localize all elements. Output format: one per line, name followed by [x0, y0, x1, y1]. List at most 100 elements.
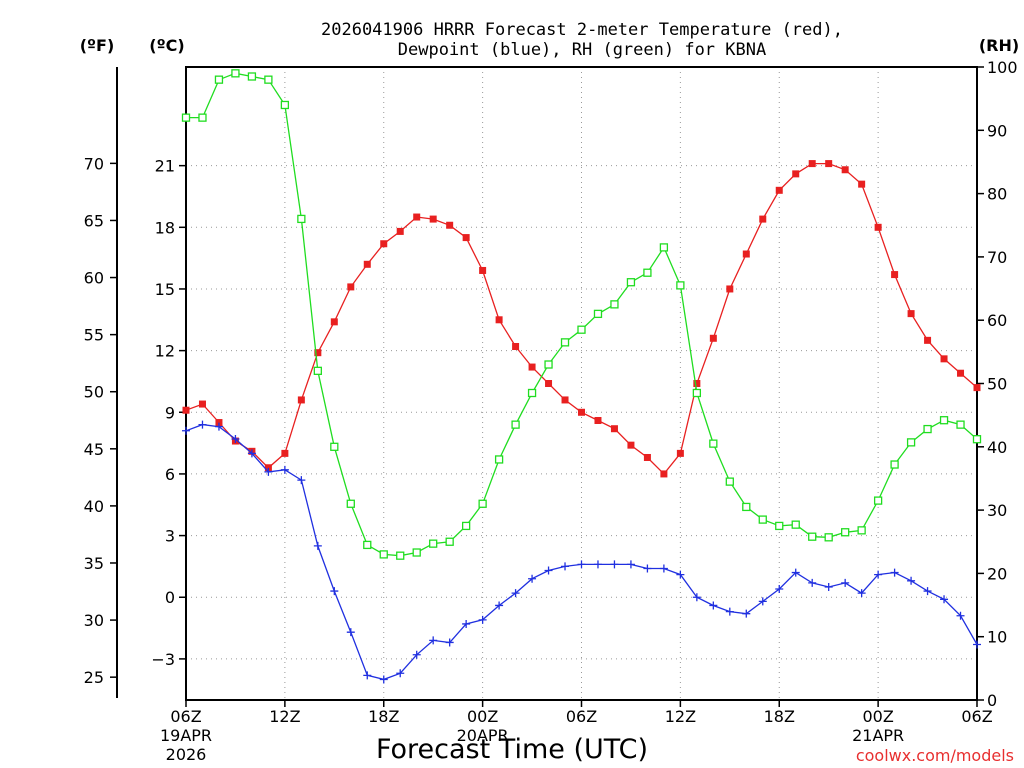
- rh-point: [791, 520, 800, 529]
- dewpoint-point: [297, 476, 306, 485]
- temperature-point: [726, 285, 734, 293]
- rh-point: [659, 243, 669, 252]
- celsius-tick-label: 12: [155, 342, 175, 361]
- rh-point: [939, 416, 949, 425]
- temperature-point: [314, 349, 322, 357]
- fahrenheit-tick-label: 30: [84, 611, 104, 630]
- dewpoint-point: [857, 589, 866, 598]
- x-tick-label: 06Z: [566, 707, 597, 726]
- temperature-point: [627, 441, 635, 449]
- dewpoint-point: [593, 560, 602, 569]
- rh-point: [956, 420, 965, 429]
- temperature-point: [957, 369, 965, 377]
- temperature-point: [396, 227, 404, 235]
- celsius-tick-label: −3: [151, 650, 175, 669]
- dewpoint-point: [907, 576, 916, 585]
- temperature-point: [429, 215, 437, 223]
- temperature-point: [347, 283, 355, 291]
- dewpoint-point: [775, 585, 784, 594]
- rh-point: [247, 72, 257, 81]
- temperature-point: [545, 380, 553, 387]
- rh-point: [461, 521, 471, 531]
- dewpoint-point: [561, 562, 570, 571]
- temperature-point: [973, 384, 981, 392]
- fahrenheit-unit-label: (ºF): [80, 36, 115, 55]
- celsius-unit-label: (ºC): [149, 36, 184, 55]
- dewpoint-point: [956, 611, 965, 620]
- temperature-point: [742, 250, 750, 258]
- dewpoint-point: [478, 615, 487, 624]
- rh-point: [676, 281, 685, 290]
- fahrenheit-tick-label: 50: [84, 383, 104, 402]
- credit-text: coolwx.com/models: [856, 746, 1014, 765]
- fahrenheit-tick-label: 25: [84, 668, 104, 687]
- rh-tick-label: 40: [987, 438, 1007, 457]
- rh-tick-label: 100: [987, 58, 1018, 77]
- dewpoint-point: [692, 593, 701, 602]
- temperature-point: [693, 380, 701, 387]
- temperature-point: [215, 419, 223, 427]
- rh-point: [544, 360, 553, 369]
- x-year-label: 2026: [166, 745, 207, 764]
- celsius-tick-label: 9: [165, 403, 175, 422]
- dewpoint-point: [264, 467, 273, 476]
- rh-point: [577, 325, 586, 334]
- rh-point: [231, 69, 240, 78]
- rh-tick-label: 10: [987, 628, 1007, 647]
- celsius-tick-label: 3: [165, 527, 175, 546]
- rh-point: [857, 526, 866, 535]
- fahrenheit-tick-label: 55: [84, 326, 104, 345]
- x-tick-label: 00Z: [862, 707, 893, 726]
- temperature-point: [264, 464, 272, 472]
- dewpoint-point: [758, 597, 767, 606]
- fahrenheit-tick-label: 70: [84, 154, 104, 173]
- temperature-point: [775, 186, 783, 194]
- rh-point: [758, 515, 767, 524]
- dewpoint-point: [379, 675, 388, 684]
- temperature-point: [759, 215, 767, 223]
- temperature-point: [446, 221, 454, 229]
- rh-tick-label: 60: [987, 311, 1007, 330]
- rh-point: [429, 539, 438, 548]
- temperature-point: [858, 180, 866, 188]
- temperature-point: [610, 425, 618, 433]
- temperature-point: [825, 160, 833, 168]
- dewpoint-point: [313, 541, 322, 550]
- dewpoint-point: [808, 578, 817, 587]
- temperature-point: [792, 170, 800, 178]
- temperature-point: [709, 334, 717, 342]
- dewpoint-point: [659, 564, 668, 573]
- dewpoint-point: [412, 650, 421, 659]
- x-tick-label: 18Z: [368, 707, 399, 726]
- rh-point: [214, 75, 224, 84]
- rh-point: [445, 537, 454, 546]
- dewpoint-point: [396, 669, 405, 678]
- rh-point: [363, 540, 372, 550]
- temperature-point: [297, 396, 305, 404]
- x-axis-label: Forecast Time (UTC): [376, 734, 648, 765]
- rh-point: [692, 388, 702, 398]
- dewpoint-point: [511, 589, 520, 598]
- temperature-point: [924, 336, 932, 344]
- rh-point: [396, 551, 405, 560]
- temperature-point: [891, 271, 899, 279]
- dewpoint-point: [182, 426, 190, 435]
- rh-point: [873, 496, 883, 505]
- rh-point: [494, 455, 504, 464]
- temperature-point: [182, 406, 190, 414]
- temperature-point: [479, 266, 487, 274]
- rh-tick-label: 30: [987, 501, 1007, 520]
- celsius-tick-label: 15: [155, 280, 175, 299]
- x-tick-label: 12Z: [269, 707, 300, 726]
- temperature-point: [363, 260, 371, 268]
- fahrenheit-tick-label: 40: [84, 497, 104, 516]
- rh-point: [280, 100, 290, 110]
- rh-tick-label: 80: [987, 185, 1007, 204]
- temperature-point: [907, 310, 915, 318]
- rh-point: [841, 528, 850, 537]
- rh-point: [972, 435, 982, 444]
- dewpoint-point: [890, 568, 899, 577]
- fahrenheit-tick-label: 35: [84, 554, 104, 573]
- rh-point: [527, 388, 537, 398]
- dewpoint-point: [709, 601, 718, 610]
